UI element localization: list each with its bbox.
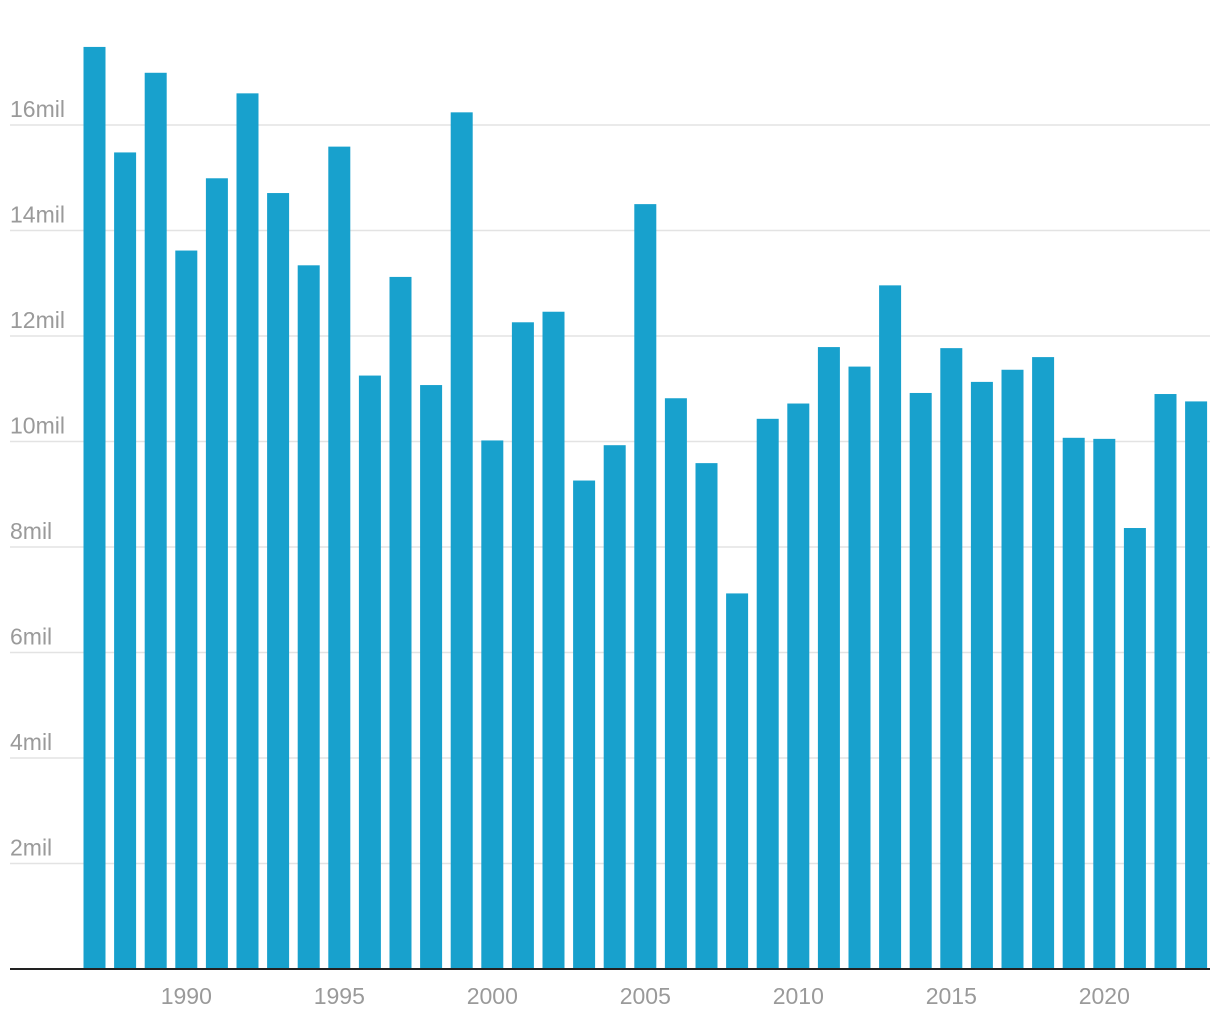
bar-2004 (603, 445, 626, 969)
bar-1990 (175, 250, 198, 970)
bar-2007 (695, 463, 718, 969)
y-tick-label: 4mil (10, 729, 52, 755)
x-tick-label: 2010 (773, 983, 824, 1009)
bar-2001 (511, 322, 534, 969)
y-tick-label: 16mil (10, 96, 65, 122)
x-tick-label: 1995 (314, 983, 365, 1009)
bar-1989 (144, 72, 167, 970)
bar-2006 (664, 398, 687, 969)
y-tick-label: 10mil (10, 413, 65, 439)
bar-2009 (756, 418, 779, 969)
bar-1992 (236, 93, 259, 970)
bar-2000 (481, 440, 504, 969)
bar-2002 (542, 311, 565, 969)
bar-2017 (1001, 369, 1024, 969)
bar-2016 (970, 381, 993, 970)
bar-1991 (205, 178, 228, 970)
bar-1993 (267, 193, 290, 970)
bar-2021 (1123, 528, 1146, 969)
bar-2008 (726, 593, 749, 969)
y-tick-label: 12mil (10, 307, 65, 333)
bar-1987 (83, 46, 106, 970)
bar-1994 (297, 265, 320, 969)
y-tick-label: 14mil (10, 202, 65, 228)
y-tick-label: 2mil (10, 835, 52, 861)
bar-1998 (420, 385, 443, 969)
y-tick-label: 8mil (10, 518, 52, 544)
bar-2020 (1093, 438, 1116, 969)
bar-1995 (328, 146, 351, 969)
bar-1988 (114, 152, 137, 969)
bar-2022 (1154, 394, 1177, 969)
x-tick-label: 2000 (467, 983, 518, 1009)
bar-1997 (389, 276, 412, 969)
bar-1996 (358, 375, 381, 969)
bar-2018 (1032, 357, 1055, 970)
bar-2011 (817, 347, 840, 969)
y-tick-label: 6mil (10, 624, 52, 650)
x-axis-labels: 1990 1995 2000 2005 2010 2015 2020 (161, 983, 1130, 1009)
bar-2010 (787, 403, 810, 969)
bar-2005 (634, 204, 657, 969)
bar-2003 (573, 480, 596, 969)
bar-2012 (848, 366, 871, 970)
x-tick-label: 2020 (1079, 983, 1130, 1009)
x-tick-label: 2005 (620, 983, 671, 1009)
bar-2014 (909, 392, 932, 970)
bar-2023 (1185, 401, 1208, 969)
x-tick-label: 1990 (161, 983, 212, 1009)
bar-2015 (940, 348, 963, 969)
bar-2013 (879, 285, 902, 969)
x-tick-label: 2015 (926, 983, 977, 1009)
bar-2019 (1062, 437, 1085, 969)
bars (83, 46, 1208, 970)
bar-1999 (450, 112, 473, 970)
y-axis-labels: 2mil 4mil 6mil 8mil 10mil 12mil 14mil 16mil (10, 96, 65, 861)
